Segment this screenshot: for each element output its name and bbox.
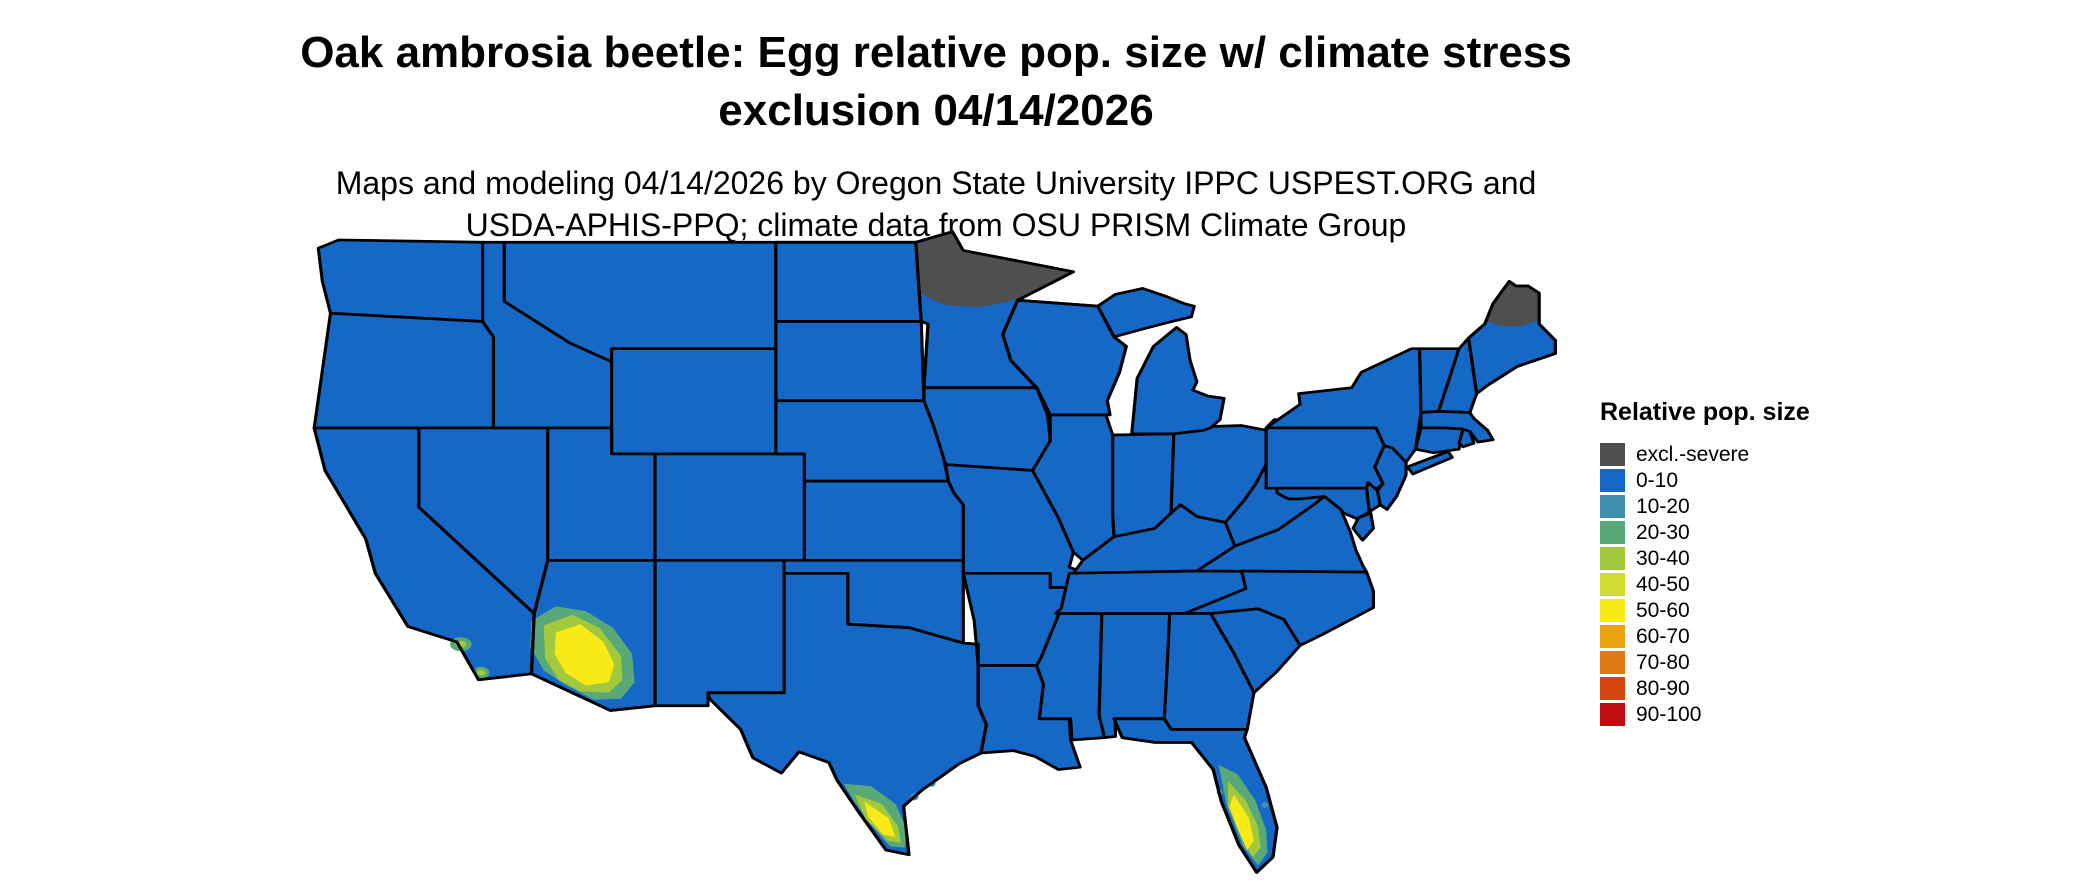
legend-label-90-100: 90-100 [1636,703,1702,726]
state-kansas [802,479,965,562]
state-delaware [1365,480,1382,514]
legend-label-40-50: 40-50 [1636,573,1690,596]
state-colorado [653,452,806,562]
legend-item-30-40: 30-40 [1600,547,1810,570]
border-north-dakota [774,240,923,323]
state-pennsylvania [1264,418,1386,490]
legend-item-excl-severe: excl.-severe [1600,443,1810,466]
legend-label-30-40: 30-40 [1636,547,1690,570]
legend-swatch-80-90 [1600,677,1625,700]
state-fills [312,230,1557,874]
border-florida [1112,717,1279,874]
map-title-line2: exclusion 04/14/2026 [718,86,1154,136]
map-title: Oak ambrosia beetle: Egg relative pop. s… [0,24,1872,140]
map-title-line1: Oak ambrosia beetle: Egg relative pop. s… [300,28,1572,77]
border-restrokes [312,230,1557,874]
figure-header: Oak ambrosia beetle: Egg relative pop. s… [0,24,1872,247]
state-north-dakota [774,240,923,323]
category-overlays [449,231,1540,866]
legend-item-50-60: 50-60 [1600,599,1810,622]
overlay-florida-teal-speck-2 [1261,802,1269,809]
legend-label-60-70: 60-70 [1636,625,1690,648]
overlay-south-florida-yellow [1229,794,1254,850]
legend: Relative pop. size excl.-severe 0-10 10-… [1600,398,1810,729]
legend-title: Relative pop. size [1600,398,1810,426]
legend-swatch-0-10 [1600,469,1625,492]
border-wisconsin [1001,298,1128,417]
border-texas [706,571,988,857]
state-wyoming [610,347,778,456]
legend-item-40-50: 40-50 [1600,573,1810,596]
legend-swatch-30-40 [1600,547,1625,570]
legend-label-70-80: 70-80 [1636,651,1690,674]
overlay-arizona-yellow [554,624,615,686]
map-subtitle-line1: Maps and modeling 04/14/2026 by Oregon S… [335,165,1537,202]
state-rhode-island [1457,427,1476,449]
legend-swatch-60-70 [1600,625,1625,648]
map-subtitle: Maps and modeling 04/14/2026 by Oregon S… [0,162,1872,246]
legend-label-80-90: 80-90 [1636,677,1690,700]
legend-swatch-excl-severe [1600,443,1625,466]
legend-swatch-20-30 [1600,521,1625,544]
legend-label-excl-severe: excl.-severe [1636,443,1750,466]
legend-label-20-30: 20-30 [1636,521,1690,544]
legend-item-60-70: 60-70 [1600,625,1810,648]
legend-item-20-30: 20-30 [1600,521,1810,544]
legend-swatch-10-20 [1600,495,1625,518]
legend-label-50-60: 50-60 [1636,599,1690,622]
border-maine [1466,279,1557,395]
overlay-san-diego-yellow-green [477,669,486,676]
state-oregon [312,311,496,430]
overlay-northern-maine-excl [1487,281,1540,327]
state-delmarva-peninsula [1351,511,1375,542]
legend-item-0-10: 0-10 [1600,469,1810,492]
state-michigan-upper [1096,287,1196,339]
legend-item-80-90: 80-90 [1600,677,1810,700]
us-map [312,230,1557,874]
border-arizona [529,558,657,712]
legend-swatch-90-100 [1600,703,1625,726]
state-iowa [922,386,1052,472]
border-california [312,426,536,682]
state-new-mexico [653,558,786,708]
state-connecticut [1413,426,1465,455]
overlay-south-texas-yellow [864,801,896,837]
legend-label-10-20: 10-20 [1636,495,1690,518]
legend-label-0-10: 0-10 [1636,469,1679,492]
state-new-york-long-island [1405,450,1454,476]
legend-swatch-50-60 [1600,599,1625,622]
state-washington [316,238,485,323]
state-south-dakota [774,320,926,403]
legend-item-10-20: 10-20 [1600,495,1810,518]
overlay-northern-minnesota-excl [915,231,1074,308]
legend-item-90-100: 90-100 [1600,703,1810,726]
legend-swatch-40-50 [1600,573,1625,596]
legend-swatch-70-80 [1600,651,1625,674]
state-michigan-lower [1130,326,1226,436]
legend-item-70-80: 70-80 [1600,651,1810,674]
